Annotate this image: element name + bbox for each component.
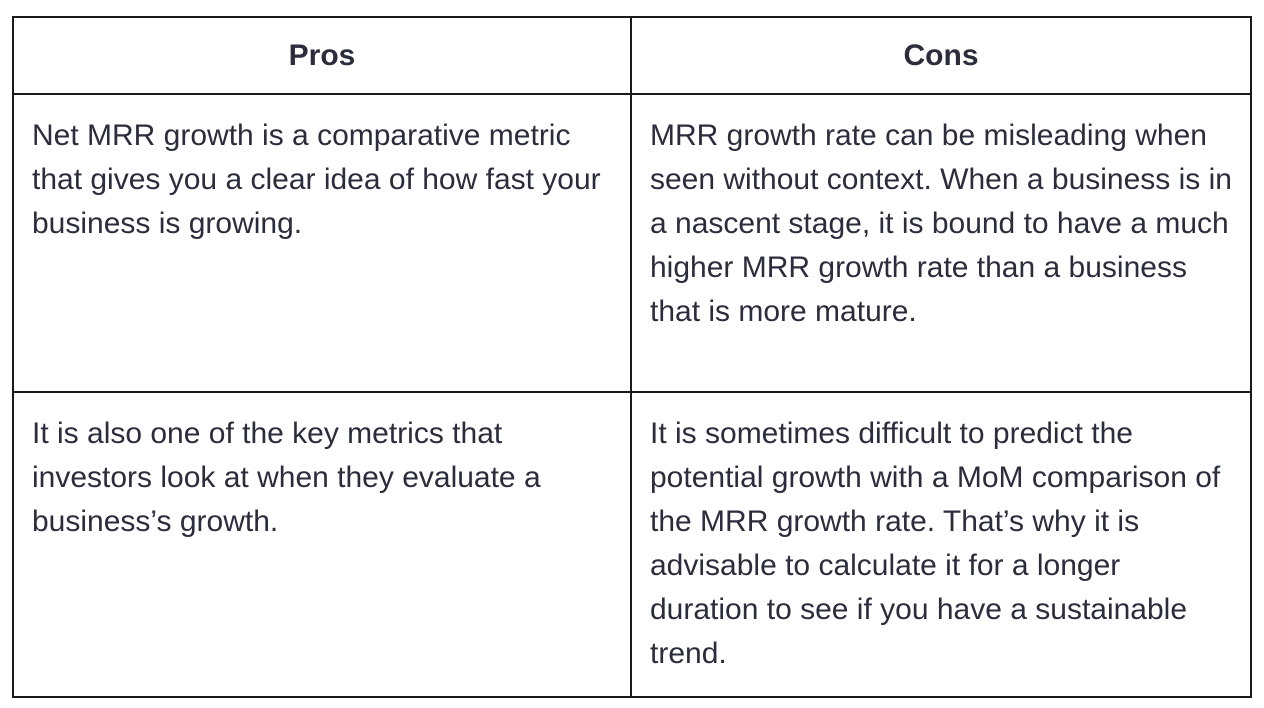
table-row: It is also one of the key metrics that i…	[12, 391, 1252, 698]
header-pros: Pros	[12, 16, 632, 95]
table-header-row: Pros Cons	[12, 16, 1252, 95]
header-cons: Cons	[630, 16, 1252, 95]
pro-cell: Net MRR growth is a comparative metric t…	[12, 93, 632, 393]
con-cell: MRR growth rate can be misleading when s…	[630, 93, 1252, 393]
pros-cons-table-wrapper: Pros Cons Net MRR growth is a comparativ…	[12, 16, 1252, 698]
table-row: Net MRR growth is a comparative metric t…	[12, 93, 1252, 393]
con-cell: It is sometimes difficult to predict the…	[630, 391, 1252, 698]
pro-cell: It is also one of the key metrics that i…	[12, 391, 632, 698]
pros-cons-table: Pros Cons Net MRR growth is a comparativ…	[12, 16, 1252, 698]
